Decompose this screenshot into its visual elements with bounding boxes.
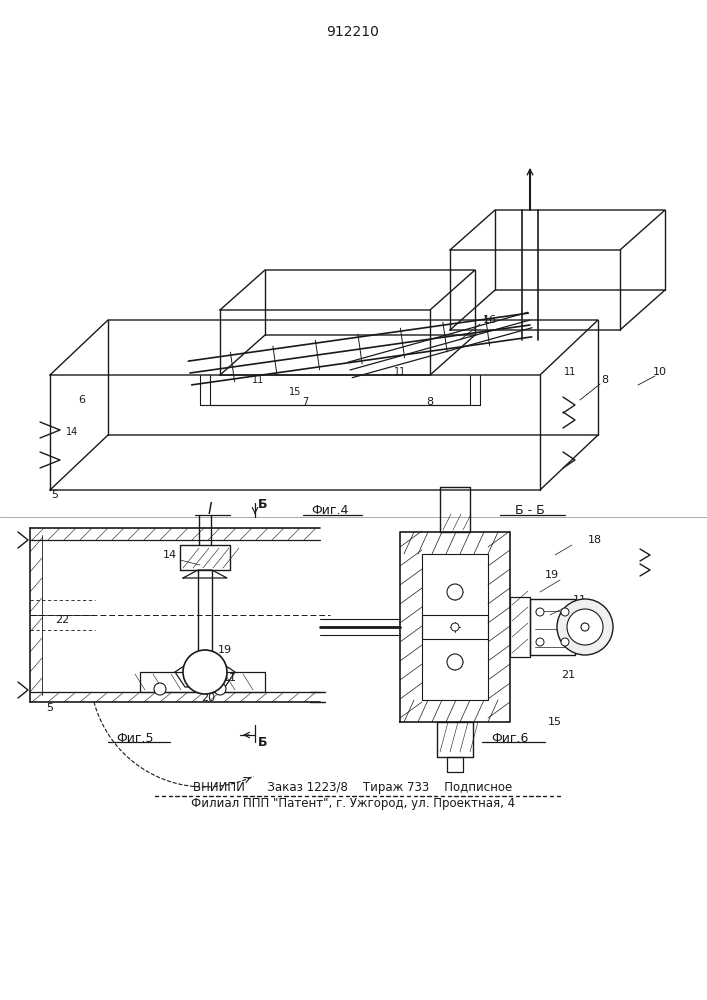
Text: Фиг.5: Фиг.5 xyxy=(116,732,153,744)
Text: 912210: 912210 xyxy=(327,25,380,39)
Text: 10: 10 xyxy=(653,367,667,377)
Text: 8: 8 xyxy=(602,375,609,385)
Circle shape xyxy=(451,623,459,631)
Text: Б: Б xyxy=(258,736,268,748)
Text: 11: 11 xyxy=(223,673,237,683)
Text: 16: 16 xyxy=(483,315,497,325)
Text: Б: Б xyxy=(258,498,268,512)
Text: 5: 5 xyxy=(47,703,54,713)
Text: 15: 15 xyxy=(548,717,562,727)
Circle shape xyxy=(214,683,226,695)
Circle shape xyxy=(154,683,166,695)
Circle shape xyxy=(567,609,603,645)
Circle shape xyxy=(581,623,589,631)
Circle shape xyxy=(561,608,569,616)
Circle shape xyxy=(447,654,463,670)
Text: I: I xyxy=(208,502,212,518)
Text: 20: 20 xyxy=(201,693,215,703)
Text: 6: 6 xyxy=(78,395,86,405)
Text: 11: 11 xyxy=(252,375,264,385)
Text: Филиал ППП "Патент", г. Ужгород, ул. Проектная, 4: Филиал ППП "Патент", г. Ужгород, ул. Про… xyxy=(191,798,515,810)
Text: 11: 11 xyxy=(573,595,587,605)
Circle shape xyxy=(536,638,544,646)
Text: 14: 14 xyxy=(66,427,78,437)
Text: Фиг.4: Фиг.4 xyxy=(311,504,349,516)
Text: 19: 19 xyxy=(218,645,232,655)
Circle shape xyxy=(447,584,463,600)
Text: 5: 5 xyxy=(52,490,59,500)
Circle shape xyxy=(561,638,569,646)
Text: 18: 18 xyxy=(588,535,602,545)
Text: 15: 15 xyxy=(289,387,301,397)
Text: 7: 7 xyxy=(302,397,308,407)
Text: 21: 21 xyxy=(561,670,575,680)
Text: 8: 8 xyxy=(426,397,433,407)
Text: 11: 11 xyxy=(394,367,406,377)
Text: 11: 11 xyxy=(564,367,576,377)
Circle shape xyxy=(557,599,613,655)
Text: Фиг.6: Фиг.6 xyxy=(491,732,529,744)
Text: ВНИИПИ      Заказ 1223/8    Тираж 733    Подписное: ВНИИПИ Заказ 1223/8 Тираж 733 Подписное xyxy=(194,782,513,794)
Text: 14: 14 xyxy=(163,550,177,560)
Circle shape xyxy=(536,608,544,616)
Text: Б - Б: Б - Б xyxy=(515,504,545,516)
Circle shape xyxy=(183,650,227,694)
Text: 19: 19 xyxy=(545,570,559,580)
Text: 22: 22 xyxy=(55,615,69,625)
